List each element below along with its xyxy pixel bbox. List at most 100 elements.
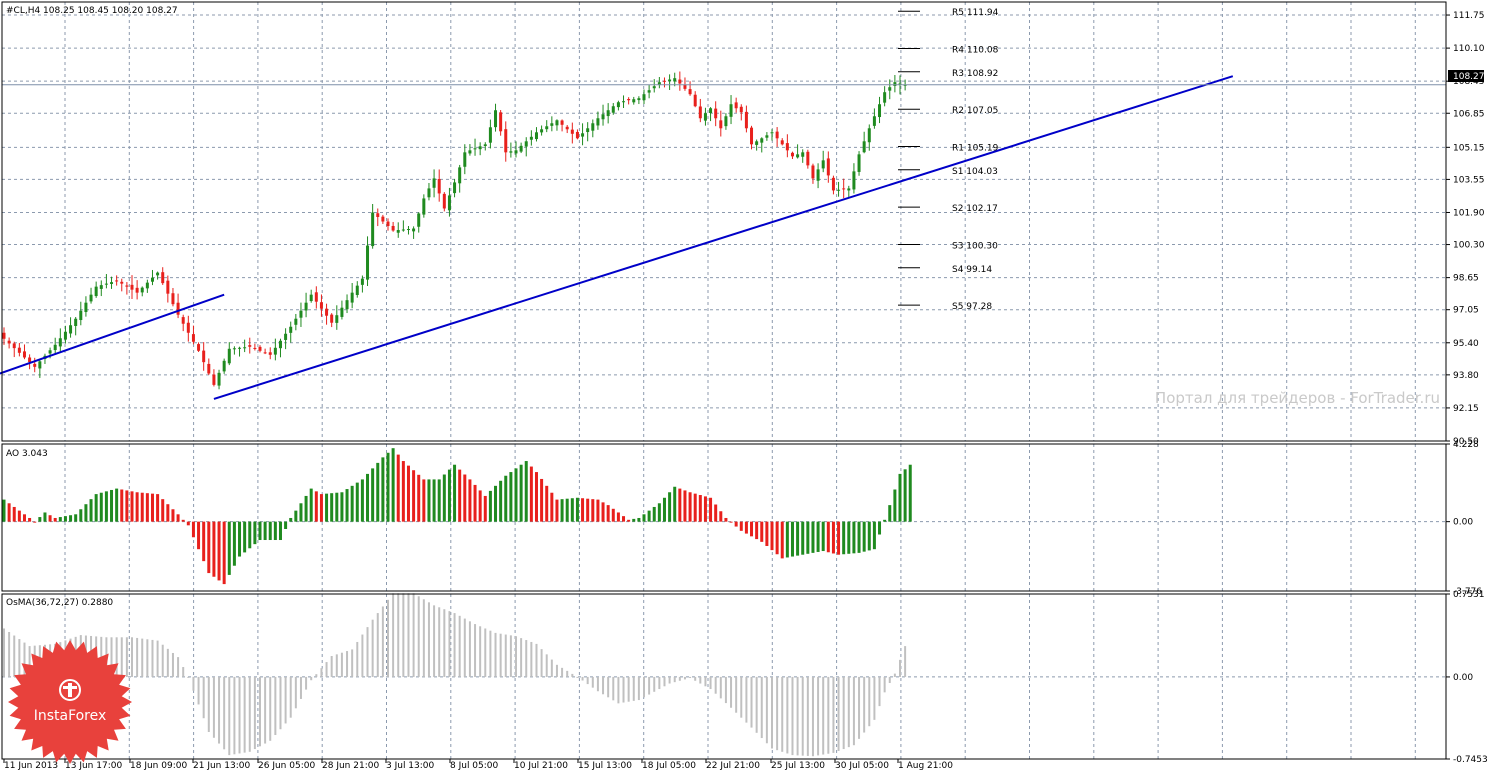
candle-body[interactable] [156,272,160,276]
ao-bar[interactable] [647,510,651,522]
price-pane[interactable]: R5 111.94 R4 110.08 R3 108.92 R2 107.05 R1 1… [0,8,1446,400]
candle-body[interactable] [591,123,595,131]
osma-bar[interactable] [868,676,871,727]
osma-bar[interactable] [228,676,231,756]
osma-bar[interactable] [571,673,574,677]
candle-body[interactable] [883,92,887,103]
osma-bar[interactable] [371,619,374,677]
candle-body[interactable] [314,292,318,302]
osma-bar[interactable] [443,609,446,677]
ao-bar[interactable] [826,521,830,553]
candle-body[interactable] [253,347,257,349]
candle-body[interactable] [278,340,282,349]
candle-body[interactable] [847,188,851,191]
candle-body[interactable] [386,221,390,227]
ao-bar[interactable] [606,505,610,522]
candle-body[interactable] [427,188,431,198]
ao-bar[interactable] [314,491,318,522]
ao-bar[interactable] [744,521,748,534]
ao-bar[interactable] [785,521,789,558]
candle-body[interactable] [606,110,610,117]
candle-body[interactable] [632,99,636,103]
osma-bar[interactable] [412,593,415,677]
ao-bar[interactable] [278,521,282,541]
candle-body[interactable] [821,160,825,169]
candle-body[interactable] [714,108,718,119]
ao-bar[interactable] [330,493,334,522]
ao-bar[interactable] [284,521,288,529]
candle-body[interactable] [668,79,672,82]
candle-body[interactable] [468,150,472,154]
ao-bar[interactable] [504,475,508,522]
candle-body[interactable] [366,245,370,280]
candle-body[interactable] [473,148,477,150]
ao-bar[interactable] [376,462,380,522]
candle-body[interactable] [166,280,170,294]
ao-bar[interactable] [207,521,211,574]
candle-body[interactable] [698,106,702,119]
candle-body[interactable] [58,338,62,347]
osma-bar[interactable] [361,634,364,677]
osma-bar[interactable] [781,676,784,752]
osma-bar[interactable] [192,676,195,691]
ao-bar[interactable] [166,504,170,522]
osma-bar[interactable] [535,643,538,677]
ao-bar[interactable] [104,491,108,522]
candle-body[interactable] [601,114,605,120]
ao-bar[interactable] [89,499,93,522]
ao-bar[interactable] [340,492,344,522]
candle-body[interactable] [335,315,339,323]
osma-bar[interactable] [299,676,302,699]
ao-bar[interactable] [84,504,88,522]
ao-bar[interactable] [181,519,185,522]
candle-body[interactable] [785,143,789,151]
ao-bar[interactable] [494,485,498,522]
ao-bar[interactable] [345,489,349,522]
candle-body[interactable] [755,141,759,145]
osma-bar[interactable] [3,628,5,677]
candle-body[interactable] [775,131,779,139]
osma-bar[interactable] [627,676,630,702]
osma-bar[interactable] [847,676,850,748]
ao-bar[interactable] [499,480,503,522]
candle-body[interactable] [519,145,523,152]
ao-bar[interactable] [581,498,585,522]
candle-body[interactable] [642,94,646,101]
ao-bar[interactable] [115,488,119,522]
ao-bar[interactable] [550,492,554,522]
candle-body[interactable] [74,318,78,326]
candle-body[interactable] [33,363,37,367]
osma-bar[interactable] [207,676,210,732]
osma-bar[interactable] [479,626,482,677]
osma-bar[interactable] [837,676,840,751]
osma-bar[interactable] [878,676,881,707]
candle-body[interactable] [406,229,410,231]
osma-bar[interactable] [392,593,395,677]
candle-body[interactable] [504,129,508,153]
candle-body[interactable] [232,348,236,350]
osma-bar[interactable] [704,676,707,687]
ao-bar[interactable] [698,495,702,522]
osma-bar[interactable] [453,613,456,677]
ao-bar[interactable] [770,521,774,551]
ao-bar[interactable] [678,488,682,522]
candle-body[interactable] [581,133,585,137]
ao-bar[interactable] [263,521,267,541]
candle-body[interactable] [826,158,830,176]
candle-body[interactable] [586,128,590,133]
candle-body[interactable] [657,82,661,85]
ao-bar[interactable] [591,499,595,522]
ao-bar[interactable] [453,464,457,522]
candle-body[interactable] [135,287,139,293]
osma-bar[interactable] [484,628,487,677]
osma-bar[interactable] [607,676,610,698]
candle-body[interactable] [458,167,462,184]
candle-body[interactable] [872,116,876,126]
osma-bar[interactable] [448,611,451,677]
ao-bar[interactable] [130,491,134,522]
candle-body[interactable] [125,285,129,287]
ao-bar[interactable] [43,512,47,522]
candle-body[interactable] [258,346,262,351]
candle-body[interactable] [893,82,897,86]
osma-bar[interactable] [806,676,809,756]
